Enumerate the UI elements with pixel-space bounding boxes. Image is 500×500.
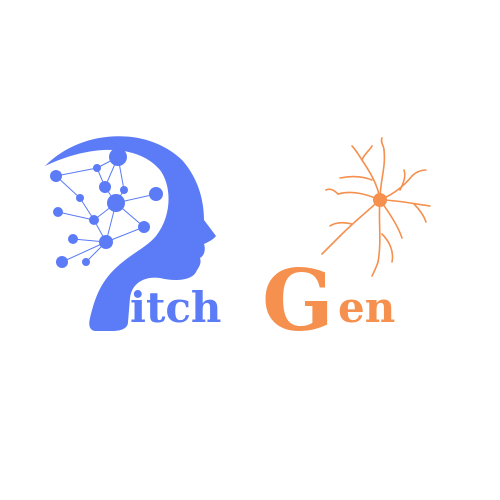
wordmark-g: G <box>262 251 334 350</box>
neuron-icon <box>322 138 430 276</box>
neuron-cell-body <box>373 193 387 207</box>
wordmark-en: en <box>338 283 395 332</box>
wordmark-itch: itch <box>130 283 221 332</box>
